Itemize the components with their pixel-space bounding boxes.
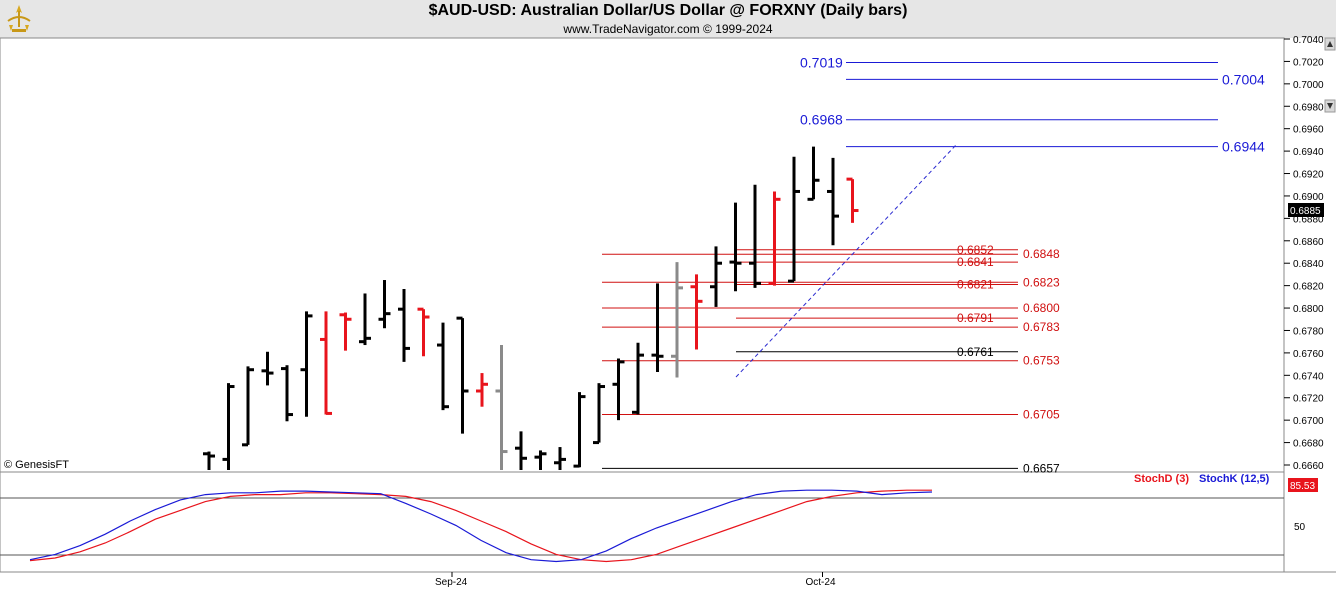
price-tick-label: 0.6860 bbox=[1293, 237, 1324, 248]
chart-header bbox=[0, 0, 1336, 38]
ohlc-bar bbox=[573, 392, 586, 468]
ohlc-bars bbox=[203, 146, 859, 470]
level-label: 0.7004 bbox=[1222, 71, 1265, 87]
ohlc-bar bbox=[456, 316, 469, 434]
ohlc-bar bbox=[203, 451, 215, 470]
price-tick-label: 0.6960 bbox=[1293, 125, 1324, 136]
ohlc-bar bbox=[437, 322, 449, 411]
level-label: 0.6791 bbox=[957, 311, 994, 325]
x-axis: Sep-24 Oct-24 bbox=[435, 572, 836, 588]
ohlc-bar bbox=[651, 283, 664, 372]
price-tick-label: 0.6800 bbox=[1293, 304, 1324, 315]
ohlc-bar bbox=[749, 184, 761, 288]
level-label: 0.6848 bbox=[1023, 247, 1060, 261]
ohlc-bar bbox=[495, 345, 508, 470]
price-levels: 0.7019 0.7004 0.6968 0.6944 0.6852 0.6848 0.68… bbox=[602, 55, 1265, 475]
level-label: 0.6823 bbox=[1023, 275, 1060, 289]
level-label: 0.6761 bbox=[957, 345, 994, 359]
scroll-up-button[interactable] bbox=[1324, 37, 1336, 51]
price-tick-label: 0.6940 bbox=[1293, 147, 1324, 158]
ohlc-bar bbox=[612, 358, 625, 421]
ohlc-bar bbox=[320, 311, 332, 415]
ohlc-bar bbox=[846, 177, 859, 223]
level-label: 0.6944 bbox=[1222, 139, 1265, 155]
ohlc-bar bbox=[476, 373, 488, 407]
level-label: 0.6657 bbox=[1023, 461, 1060, 475]
stoch-last-value: 85.53 bbox=[1290, 481, 1315, 492]
trade-navigator-logo-icon bbox=[7, 5, 31, 32]
scroll-down-button[interactable] bbox=[1324, 99, 1336, 113]
ohlc-bar bbox=[690, 274, 703, 350]
level-label: 0.6821 bbox=[957, 278, 994, 292]
price-tick-label: 0.6780 bbox=[1293, 326, 1324, 337]
price-panel-frame bbox=[0, 37, 1285, 473]
ohlc-bar bbox=[359, 293, 371, 346]
ohlc-bar bbox=[339, 312, 352, 351]
price-tick-label: 0.6660 bbox=[1293, 461, 1324, 472]
stoch-k-line bbox=[29, 489, 933, 563]
trend-line bbox=[735, 144, 957, 378]
ohlc-bar bbox=[807, 146, 820, 201]
ohlc-bar bbox=[378, 280, 391, 329]
ohlc-bar bbox=[281, 365, 293, 422]
ohlc-bar bbox=[398, 288, 410, 362]
price-tick-label: 0.6920 bbox=[1293, 170, 1324, 181]
level-label: 0.7019 bbox=[800, 55, 843, 71]
chart-title: $AUD-USD: Australian Dollar/US Dollar @ … bbox=[428, 2, 908, 19]
ohlc-bar bbox=[300, 311, 313, 417]
ohlc-bar bbox=[515, 431, 527, 470]
ohlc-bar bbox=[827, 157, 839, 246]
price-tick-label: 0.6680 bbox=[1293, 439, 1324, 450]
ohlc-bar bbox=[593, 383, 605, 445]
price-tick-label: 0.7020 bbox=[1293, 57, 1324, 68]
price-axis: 0.7040 0.7020 0.7000 0.6980 0.6960 0.6940 0.69… bbox=[1284, 35, 1324, 472]
stoch-k-legend: StochK (12,5) bbox=[1199, 473, 1270, 485]
genesis-watermark: © GenesisFT bbox=[4, 459, 69, 471]
stoch-tick-50: 50 bbox=[1294, 522, 1306, 533]
ohlc-bar bbox=[222, 383, 235, 470]
last-price-marker: 0.6885 bbox=[1288, 203, 1324, 217]
price-tick-label: 0.6740 bbox=[1293, 371, 1324, 382]
price-tick-label: 0.6900 bbox=[1293, 192, 1324, 203]
ohlc-bar bbox=[534, 450, 547, 470]
price-tick-label: 0.6820 bbox=[1293, 282, 1324, 293]
chart-subtitle: www.TradeNavigator.com © 1999-2024 bbox=[563, 22, 773, 36]
stoch-lines bbox=[29, 489, 933, 563]
price-tick-label: 0.6720 bbox=[1293, 394, 1324, 405]
ohlc-bar bbox=[261, 351, 274, 386]
price-tick-label: 0.7040 bbox=[1293, 35, 1324, 46]
level-label: 0.6753 bbox=[1023, 354, 1060, 368]
level-label: 0.6783 bbox=[1023, 320, 1060, 334]
ohlc-bar bbox=[632, 342, 644, 415]
ohlc-bar bbox=[768, 191, 781, 286]
x-tick-label: Oct-24 bbox=[806, 577, 836, 588]
last-price-label: 0.6885 bbox=[1290, 206, 1321, 217]
level-label: 0.6841 bbox=[957, 255, 994, 269]
stoch-d-line bbox=[29, 489, 932, 563]
ohlc-bar bbox=[671, 262, 683, 378]
ohlc-bar bbox=[729, 202, 742, 292]
level-label: 0.6852 bbox=[957, 243, 994, 257]
price-tick-label: 0.6980 bbox=[1293, 102, 1324, 113]
stoch-d-legend: StochD (3) bbox=[1134, 473, 1189, 485]
price-tick-label: 0.6880 bbox=[1293, 214, 1324, 225]
stoch-last-badge bbox=[1288, 478, 1318, 492]
price-tick-label: 0.6760 bbox=[1293, 349, 1324, 360]
level-label: 0.6800 bbox=[1023, 301, 1060, 315]
ohlc-bar bbox=[242, 366, 254, 447]
ohlc-bar bbox=[417, 307, 430, 357]
ohlc-bar bbox=[788, 156, 800, 283]
level-label: 0.6968 bbox=[800, 112, 843, 128]
x-tick-label: Sep-24 bbox=[435, 577, 468, 588]
ohlc-bar bbox=[554, 447, 566, 470]
price-tick-label: 0.7000 bbox=[1293, 80, 1324, 91]
ohlc-bar bbox=[710, 246, 722, 307]
price-tick-label: 0.6700 bbox=[1293, 416, 1324, 427]
price-tick-label: 0.6840 bbox=[1293, 259, 1324, 270]
level-label: 0.6705 bbox=[1023, 408, 1060, 422]
